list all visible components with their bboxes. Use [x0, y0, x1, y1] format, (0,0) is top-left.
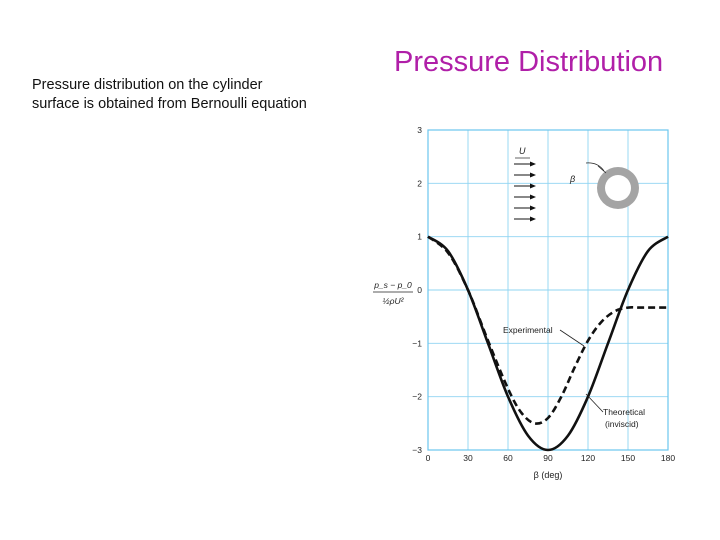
angle-label: β [569, 174, 575, 184]
x-tick-label: 150 [621, 453, 635, 463]
angle-ray [597, 165, 607, 174]
y-tick-labels: 3 2 1 0 −1 −2 −3 [412, 125, 422, 455]
y-tick-label: −2 [412, 392, 422, 402]
series-leader-theoretical [585, 393, 604, 413]
series-label-theoretical-1: Theoretical [603, 407, 645, 417]
x-tick-label: 0 [426, 453, 431, 463]
x-tick-labels: 0 30 60 90 120 150 180 [426, 453, 676, 463]
x-tick-label: 30 [463, 453, 473, 463]
y-tick-label: 3 [417, 125, 422, 135]
flow-label: U [519, 146, 526, 156]
flow-arrow-head-icon [530, 172, 536, 178]
y-axis-label-denominator: ½ρU² [383, 296, 405, 306]
x-tick-label: 180 [661, 453, 675, 463]
flow-arrow-head-icon [530, 216, 536, 222]
x-tick-label: 120 [581, 453, 595, 463]
series-label-theoretical-2: (inviscid) [605, 419, 639, 429]
cylinder-inner-icon [605, 175, 631, 201]
y-tick-label: 0 [417, 285, 422, 295]
y-tick-label: −1 [412, 338, 422, 348]
y-tick-label: 1 [417, 232, 422, 242]
flow-arrows [514, 161, 536, 222]
y-tick-label: −3 [412, 445, 422, 455]
flow-arrow-head-icon [530, 161, 536, 167]
x-tick-label: 90 [543, 453, 553, 463]
y-axis-label: p_s − p_0 ½ρU² [373, 280, 413, 306]
slide-body-line-1: Pressure distribution on the cylinder [32, 77, 263, 93]
slide-body-text: Pressure distribution on the cylinder su… [32, 76, 372, 114]
series-label-experimental: Experimental [503, 325, 553, 335]
flow-arrow-head-icon [530, 194, 536, 200]
series-layer [427, 235, 669, 452]
series-line-experimental [427, 235, 668, 425]
slide-title: Pressure Distribution [394, 46, 664, 78]
series-leader-experimental [559, 329, 585, 347]
slide-body-line-2: surface is obtained from Bernoulli equat… [32, 96, 307, 112]
x-axis-label: β (deg) [534, 470, 563, 480]
pressure-chart: 3 2 1 0 −1 −2 −3 0 30 60 90 120 150 180 p_s − p_0 ½ρ… [373, 125, 676, 480]
y-tick-label: 2 [417, 178, 422, 188]
y-axis-label-numerator: p_s − p_0 [373, 280, 412, 290]
x-tick-label: 60 [503, 453, 513, 463]
angle-arc-icon [585, 162, 605, 172]
flow-arrow-head-icon [530, 205, 536, 211]
inset-diagram: U β [514, 146, 639, 222]
flow-arrow-head-icon [530, 183, 536, 189]
